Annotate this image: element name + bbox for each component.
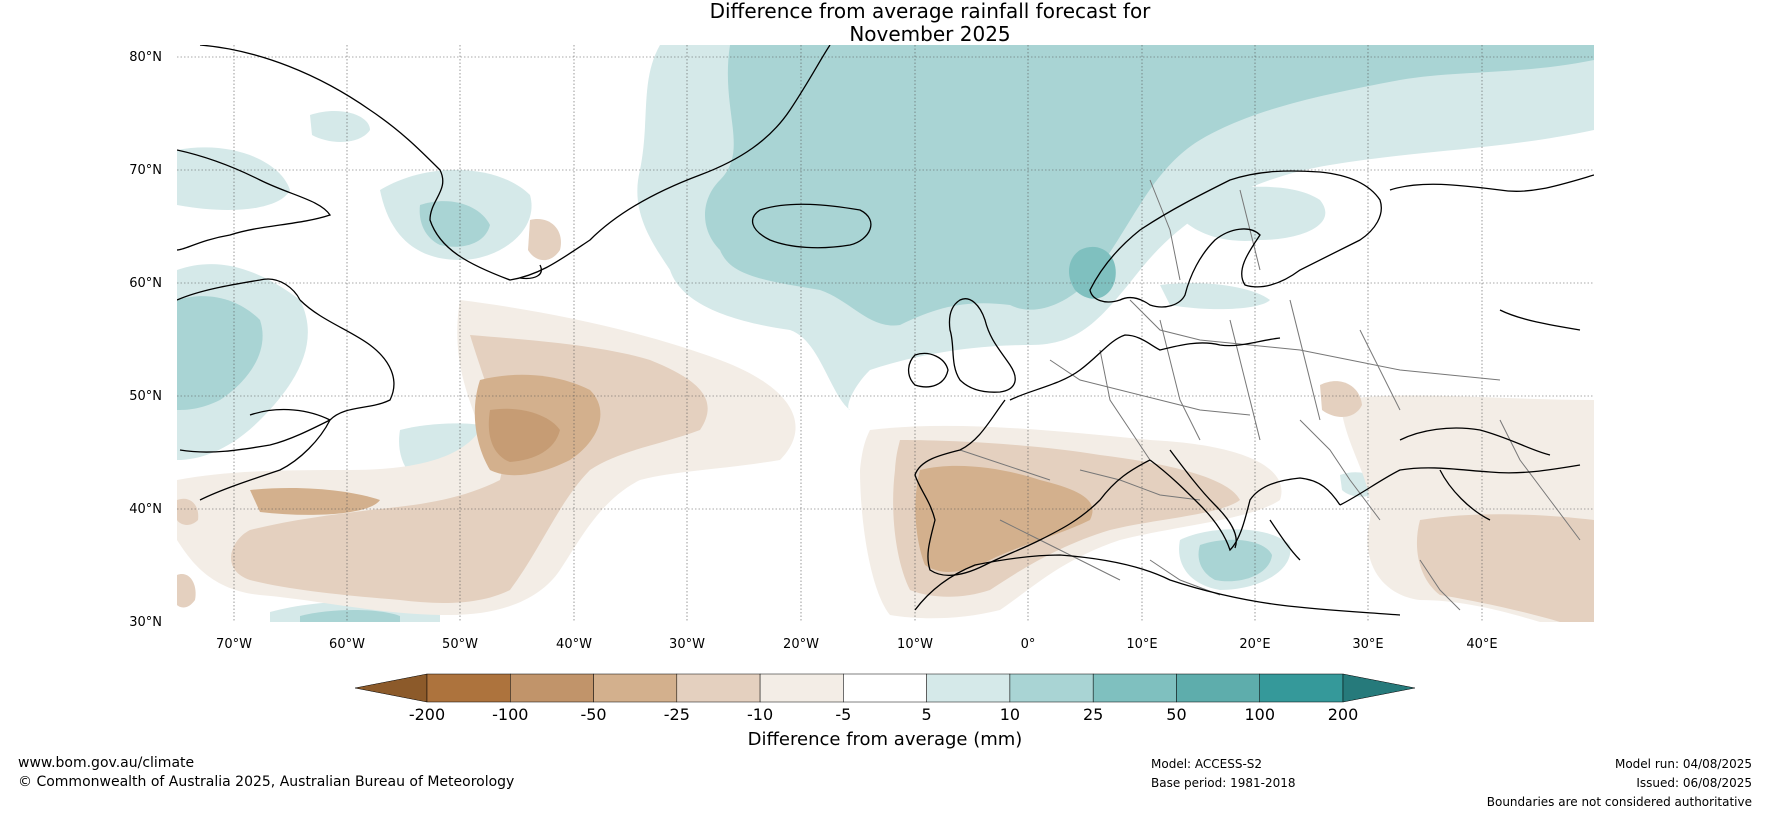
colorbar-tick-label: 200 bbox=[1328, 705, 1359, 724]
colorbar-tick-label: -10 bbox=[747, 705, 773, 724]
lon-label-10e: 10°E bbox=[1126, 637, 1157, 652]
footer-copyright: © Commonwealth of Australia 2025, Austra… bbox=[18, 774, 515, 790]
colorbar-arrow-high bbox=[1342, 673, 1416, 703]
colorbar-tick-label: -100 bbox=[492, 705, 528, 724]
lat-label-80n: 80°N bbox=[129, 50, 162, 65]
coastlines bbox=[177, 45, 1594, 616]
colorbar-title: Difference from average (mm) bbox=[748, 729, 1023, 750]
title-line-2: November 2025 bbox=[849, 22, 1011, 46]
colorbar-segment bbox=[1176, 673, 1260, 703]
footer-website: www.bom.gov.au/climate bbox=[18, 755, 195, 771]
colorbar-segments bbox=[426, 673, 1344, 703]
lon-label-10w: 10°W bbox=[897, 637, 933, 652]
colorbar-segment bbox=[510, 673, 594, 703]
country-borders bbox=[959, 179, 1581, 611]
colorbar-tick-label: -5 bbox=[835, 705, 851, 724]
lon-label-50w: 50°W bbox=[442, 637, 478, 652]
map-plot-area bbox=[177, 45, 1594, 622]
footer-disclaimer: Boundaries are not considered authoritat… bbox=[1486, 795, 1752, 809]
lat-label-70n: 70°N bbox=[129, 163, 162, 178]
colorbar-arrow-low bbox=[354, 673, 428, 703]
colorbar-segment bbox=[1259, 673, 1344, 703]
lat-label-50n: 50°N bbox=[129, 389, 162, 404]
lon-label-40e: 40°E bbox=[1466, 637, 1497, 652]
title-line-1: Difference from average rainfall forecas… bbox=[709, 0, 1151, 23]
lat-label-30n: 30°N bbox=[129, 615, 162, 630]
footer-base-period: Base period: 1981-2018 bbox=[1151, 776, 1296, 790]
colorbar-tick-label: 5 bbox=[922, 705, 932, 724]
lon-label-20e: 20°E bbox=[1239, 637, 1270, 652]
colorbar-segment bbox=[759, 673, 844, 703]
lon-label-30w: 30°W bbox=[669, 637, 705, 652]
lat-label-60n: 60°N bbox=[129, 276, 162, 291]
colorbar-tick-label: -200 bbox=[409, 705, 445, 724]
lon-label-20w: 20°W bbox=[783, 637, 819, 652]
map-gridlines bbox=[177, 45, 1594, 622]
colorbar-tick-label: 50 bbox=[1166, 705, 1186, 724]
lon-label-0: 0° bbox=[1021, 637, 1036, 652]
colorbar-tick-label: 100 bbox=[1244, 705, 1275, 724]
lon-label-30e: 30°E bbox=[1352, 637, 1383, 652]
colorbar-segment bbox=[926, 673, 1011, 703]
colorbar-tick-label: -25 bbox=[664, 705, 690, 724]
lat-label-40n: 40°N bbox=[129, 502, 162, 517]
colorbar-segment bbox=[1092, 673, 1177, 703]
colorbar-segment bbox=[676, 673, 761, 703]
lon-label-70w: 70°W bbox=[216, 637, 252, 652]
colorbar-segment bbox=[1009, 673, 1094, 703]
colorbar: -200 -100 -50 -25 -10 -5 5 10 25 50 100 200 Differe… bbox=[354, 673, 1416, 750]
map-title: Difference from average rainfall forecas… bbox=[0, 0, 1770, 46]
footer-issued: Issued: 06/08/2025 bbox=[1636, 776, 1752, 790]
colorbar-tick-label: 25 bbox=[1083, 705, 1103, 724]
lon-label-60w: 60°W bbox=[329, 637, 365, 652]
footer-model-run: Model run: 04/08/2025 bbox=[1614, 757, 1752, 771]
colorbar-tick-labels: -200 -100 -50 -25 -10 -5 5 10 25 50 100 200 bbox=[409, 705, 1358, 724]
footer-model: Model: ACCESS-S2 bbox=[1151, 757, 1263, 771]
colorbar-segment bbox=[843, 673, 927, 703]
colorbar-tick-label: -50 bbox=[580, 705, 606, 724]
longitude-labels: 70°W 60°W 50°W 40°W 30°W 20°W 10°W 0° 10… bbox=[216, 637, 1498, 652]
dry-anomaly-regions bbox=[177, 219, 1594, 622]
lon-label-40w: 40°W bbox=[556, 637, 592, 652]
colorbar-tick-label: 10 bbox=[1000, 705, 1020, 724]
colorbar-segment bbox=[593, 673, 678, 703]
latitude-labels: 80°N 70°N 60°N 50°N 40°N 30°N bbox=[129, 50, 162, 630]
colorbar-segment bbox=[426, 673, 511, 703]
